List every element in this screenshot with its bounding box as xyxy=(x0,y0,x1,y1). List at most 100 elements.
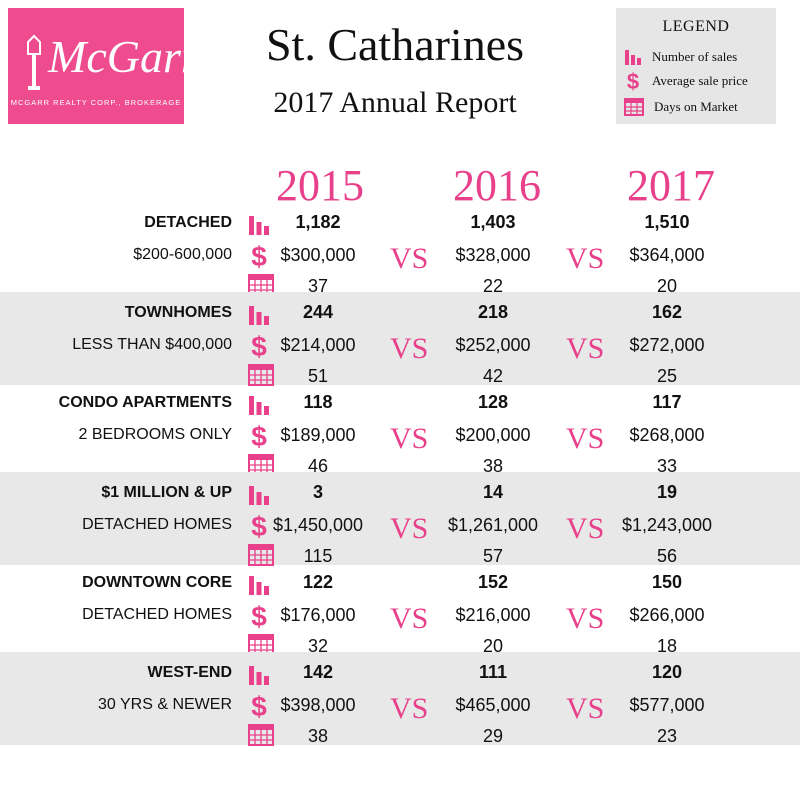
category-label: CONDO APARTMENTS xyxy=(58,394,232,411)
legend-item-price: $ Average sale price xyxy=(624,70,748,92)
dollar-icon: $ xyxy=(248,511,270,545)
page-subtitle: 2017 Annual Report xyxy=(273,86,517,119)
sales-value: 142 xyxy=(302,662,334,682)
price-value: $398,000 xyxy=(280,695,356,715)
bar-chart-icon xyxy=(248,394,270,421)
svg-text:$: $ xyxy=(627,70,639,92)
bar-chart-icon xyxy=(248,304,270,331)
sales-value: 120 xyxy=(651,662,683,682)
days-value: 46 xyxy=(307,456,329,476)
calendar-icon xyxy=(624,98,644,116)
legend: LEGEND Number of sales $ Average sale pr… xyxy=(616,8,776,124)
vs-label: VS xyxy=(566,422,605,455)
price-value: $200,000 xyxy=(455,425,531,445)
sales-value: 118 xyxy=(303,392,333,412)
svg-text:$: $ xyxy=(251,602,267,630)
bar-chart-icon xyxy=(248,574,270,601)
vs-label: VS xyxy=(566,692,605,725)
page-title: St. Catharines xyxy=(265,19,525,70)
price-value: $300,000 xyxy=(280,245,356,265)
days-value: 25 xyxy=(656,366,678,386)
sales-value: 117 xyxy=(652,392,682,412)
legend-days-label: Days on Market xyxy=(654,99,738,114)
legend-title: LEGEND xyxy=(662,18,730,35)
vs-label: VS xyxy=(390,692,429,725)
dollar-icon: $ xyxy=(248,241,270,275)
dollar-icon: $ xyxy=(248,601,270,635)
days-value: 18 xyxy=(656,636,678,656)
price-value: $364,000 xyxy=(629,245,705,265)
category-sublabel: 30 YRS & NEWER xyxy=(98,696,232,713)
days-value: 51 xyxy=(307,366,329,386)
year-2015: 2015 xyxy=(276,161,364,210)
category-sublabel: LESS THAN $400,000 xyxy=(72,336,232,353)
street-lamp-icon xyxy=(27,34,41,90)
dollar-icon: $ xyxy=(627,70,639,92)
vs-label: VS xyxy=(390,332,429,365)
legend-item-sales: Number of sales xyxy=(624,46,737,68)
price-value: $577,000 xyxy=(629,695,705,715)
svg-text:$: $ xyxy=(251,332,267,360)
price-value: $1,243,000 xyxy=(621,515,713,535)
bar-chart-icon xyxy=(248,484,270,511)
logo-subtitle: MCGARR REALTY CORP., BROKERAGE xyxy=(10,98,182,107)
dollar-icon: $ xyxy=(248,691,270,725)
category-sublabel: $200-600,000 xyxy=(133,246,232,263)
price-value: $252,000 xyxy=(455,335,531,355)
year-2016: 2016 xyxy=(453,161,541,210)
calendar-icon xyxy=(248,364,274,391)
category-sublabel: DETACHED HOMES xyxy=(82,516,232,533)
price-value: $214,000 xyxy=(280,335,356,355)
vs-label: VS xyxy=(566,602,605,635)
price-value: $328,000 xyxy=(455,245,531,265)
days-value: 38 xyxy=(482,456,504,476)
sales-value: 19 xyxy=(656,482,678,502)
row-band xyxy=(0,652,800,745)
sales-value: 14 xyxy=(482,482,504,502)
days-value: 22 xyxy=(482,276,504,296)
year-2017: 2017 xyxy=(627,161,715,210)
days-value: 29 xyxy=(482,726,504,746)
days-value: 20 xyxy=(482,636,504,656)
calendar-icon xyxy=(248,544,274,571)
category-label: WEST-END xyxy=(147,664,232,681)
sales-value: 128 xyxy=(477,392,509,412)
calendar-icon xyxy=(248,724,274,751)
price-value: $189,000 xyxy=(280,425,356,445)
category-label: DETACHED xyxy=(144,214,232,231)
row-band xyxy=(0,292,800,385)
vs-label: VS xyxy=(390,422,429,455)
days-value: 42 xyxy=(482,366,504,386)
category-sublabel: 2 BEDROOMS ONLY xyxy=(78,426,232,443)
vs-label: VS xyxy=(390,602,429,635)
vs-label: VS xyxy=(390,512,429,545)
days-value: 33 xyxy=(656,456,678,476)
svg-text:$: $ xyxy=(251,512,267,540)
sales-value: 1,403 xyxy=(470,212,516,232)
sales-value: 1,510 xyxy=(644,212,690,232)
legend-item-days: Days on Market xyxy=(624,96,738,118)
days-value: 32 xyxy=(307,636,329,656)
svg-text:$: $ xyxy=(251,242,267,270)
price-value: $1,261,000 xyxy=(447,515,539,535)
svg-text:$: $ xyxy=(251,692,267,720)
bar-chart-icon xyxy=(625,50,641,65)
vs-label: VS xyxy=(390,242,429,275)
logo-brand: McGarr xyxy=(48,31,199,82)
price-value: $268,000 xyxy=(629,425,705,445)
sales-value: 122 xyxy=(302,572,334,592)
sales-value: 150 xyxy=(651,572,683,592)
sales-value: 152 xyxy=(477,572,509,592)
sales-value: 218 xyxy=(477,302,509,322)
category-label: DOWNTOWN CORE xyxy=(82,574,232,591)
bar-chart-icon xyxy=(248,214,270,241)
dollar-icon: $ xyxy=(248,331,270,365)
days-value: 23 xyxy=(656,726,678,746)
sales-value: 111 xyxy=(478,662,508,682)
legend-sales-label: Number of sales xyxy=(652,49,738,64)
svg-text:$: $ xyxy=(251,422,267,450)
vs-label: VS xyxy=(566,242,605,275)
dollar-icon: $ xyxy=(248,421,270,455)
vs-label: VS xyxy=(566,512,605,545)
days-value: 37 xyxy=(307,276,329,296)
